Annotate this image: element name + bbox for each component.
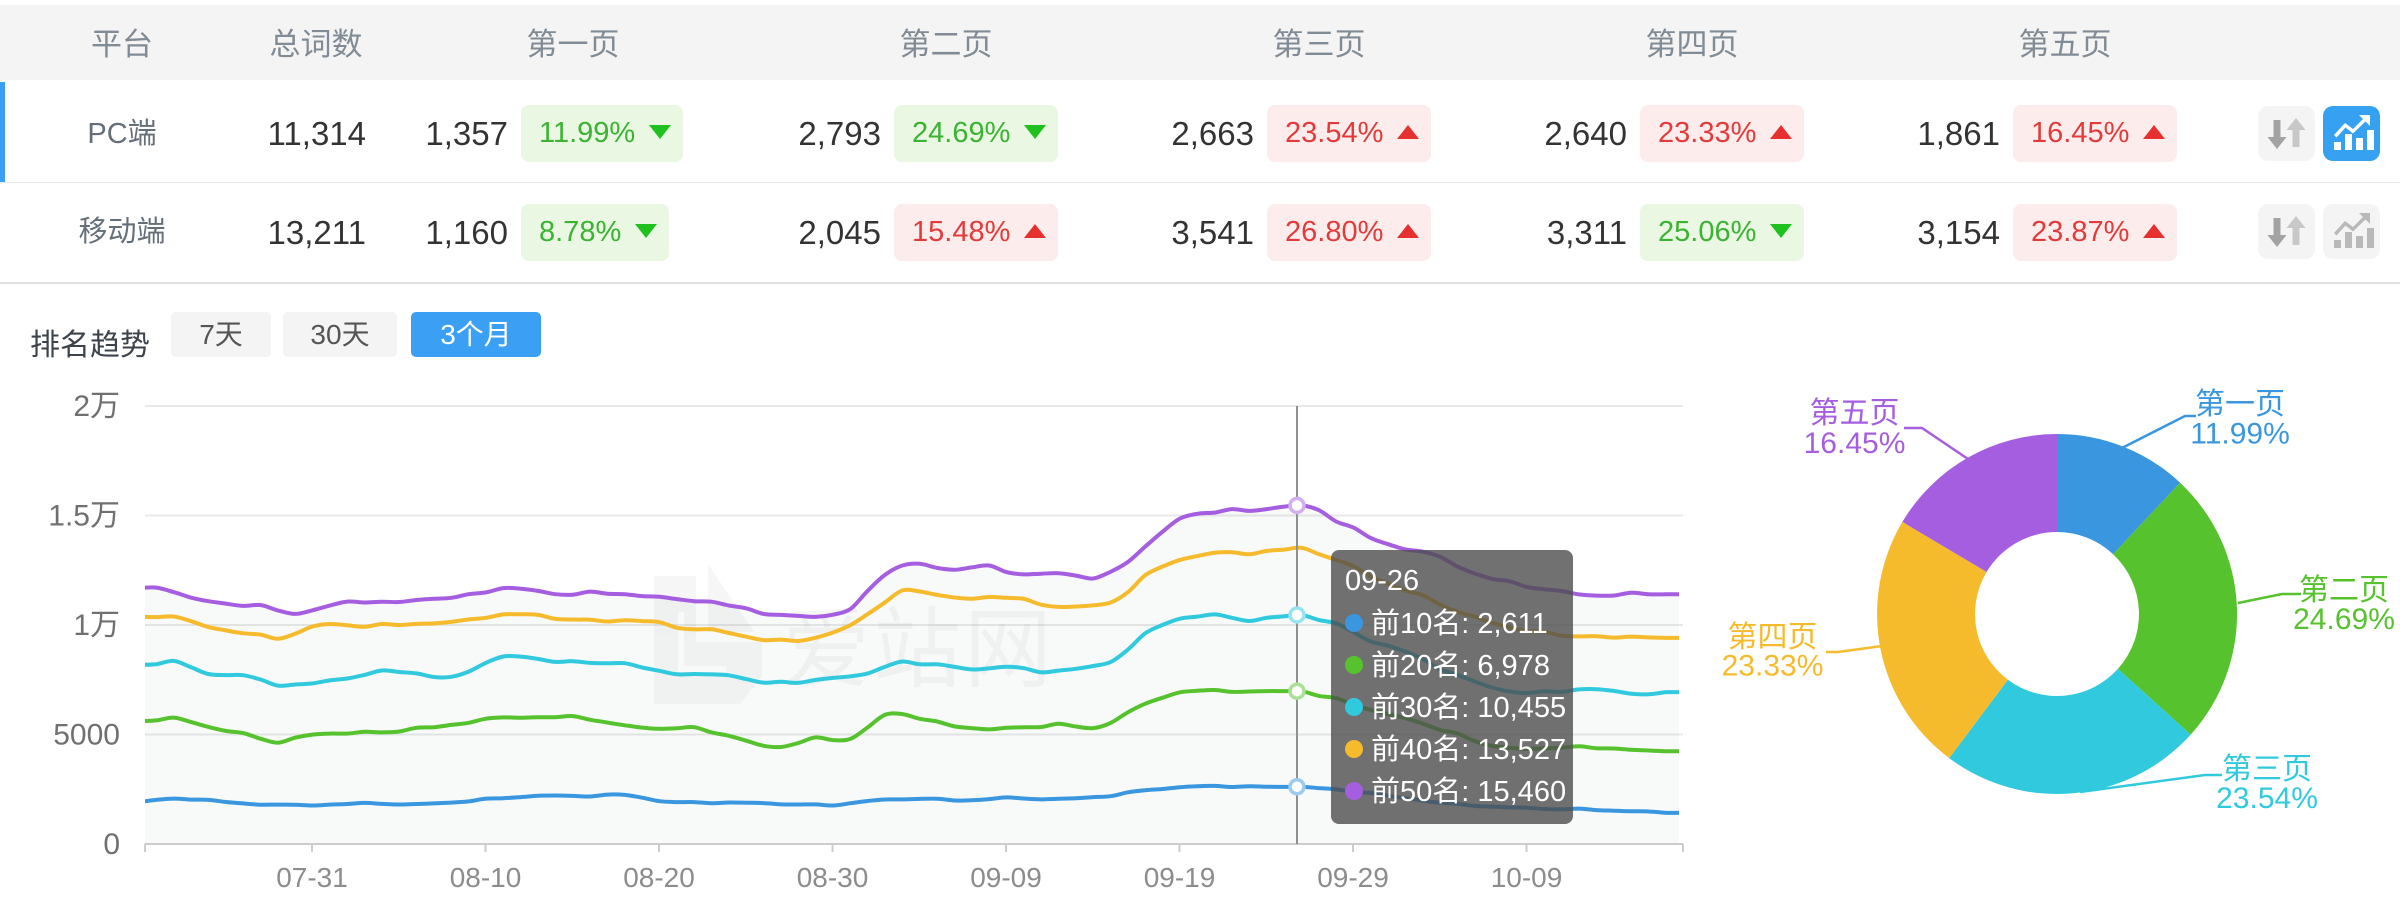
svg-text:第二页: 第二页 <box>2299 574 2389 607</box>
svg-text:第四页: 第四页 <box>1728 621 1818 654</box>
svg-text:09-19: 09-19 <box>1144 862 1216 893</box>
svg-text:第一页: 第一页 <box>2195 388 2285 421</box>
svg-text:第三页: 第三页 <box>2222 753 2312 786</box>
svg-text:0: 0 <box>103 828 120 861</box>
svg-text:1.5万: 1.5万 <box>48 500 120 533</box>
svg-text:08-10: 08-10 <box>450 862 522 893</box>
svg-text:10-09: 10-09 <box>1491 862 1563 893</box>
svg-text:16.45%: 16.45% <box>1804 427 1906 460</box>
svg-text:5000: 5000 <box>53 719 120 752</box>
svg-text:11.99%: 11.99% <box>2190 418 2290 451</box>
svg-text:09-09: 09-09 <box>970 862 1042 893</box>
svg-text:09-29: 09-29 <box>1317 862 1389 893</box>
svg-text:24.69%: 24.69% <box>2293 603 2395 636</box>
svg-text:23.33%: 23.33% <box>1722 650 1824 683</box>
svg-text:23.54%: 23.54% <box>2216 782 2318 815</box>
svg-text:第五页: 第五页 <box>1810 397 1900 430</box>
svg-text:07-31: 07-31 <box>276 862 348 893</box>
svg-text:1万: 1万 <box>73 609 120 642</box>
svg-text:2万: 2万 <box>73 390 120 423</box>
svg-text:08-30: 08-30 <box>797 862 869 893</box>
svg-text:08-20: 08-20 <box>623 862 695 893</box>
